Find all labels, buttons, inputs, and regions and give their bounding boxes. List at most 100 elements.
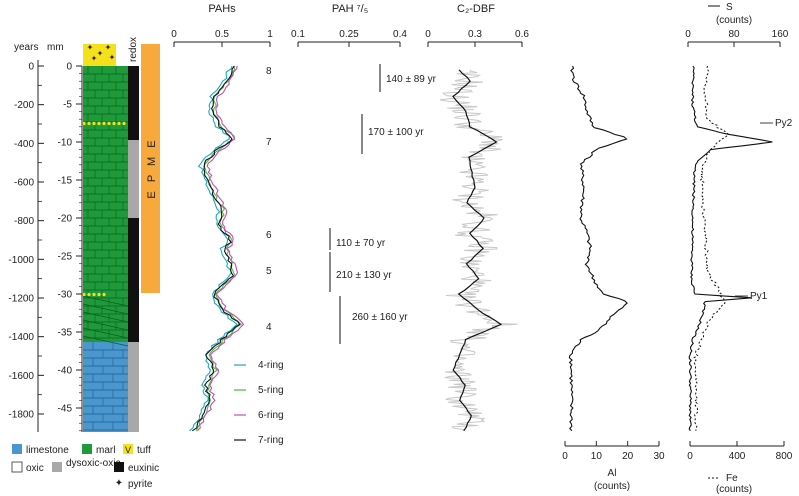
mm-tick-label: -45 xyxy=(58,404,73,415)
tuff-mark: ✦ xyxy=(91,54,98,63)
redox-dysoxic-1 xyxy=(128,140,139,218)
pyrite-grain xyxy=(92,292,96,297)
al-series xyxy=(568,65,628,432)
pyrite-grain xyxy=(117,121,121,126)
peak-label: 6 xyxy=(266,230,272,241)
lithology-legend: limestone marl V tuff oxic dysoxic-oxic … xyxy=(11,444,159,490)
pyrite-grain xyxy=(112,121,116,126)
duration-bars: 140 ± 89 yr 170 ± 100 yr 110 ± 70 yr 210 ± … xyxy=(329,64,437,344)
years-axis: 0 -200 -400 -600 -800 -1000 -1200 -1400 -1600 -18… xyxy=(8,60,44,432)
c2dbf-tick-label: 0 xyxy=(425,29,431,40)
limestone-layer xyxy=(83,342,128,432)
redox-euxinic-2 xyxy=(128,218,139,342)
pyrite-label-py2: Py2 xyxy=(775,118,793,129)
legend-dysoxic-swatch xyxy=(52,462,62,472)
years-tick-label: -1800 xyxy=(8,410,34,421)
al-bottom-axis: 0 10 20 30 xyxy=(562,441,665,462)
al-tick-label: 20 xyxy=(622,451,634,462)
tuff-layer xyxy=(83,44,116,66)
s-fe-series: Py2 Py1 xyxy=(688,65,793,432)
years-tick-label: -1200 xyxy=(8,294,34,305)
pyrite-grain xyxy=(102,292,106,297)
peak-label: 4 xyxy=(266,322,272,333)
years-tick-label: -600 xyxy=(14,178,34,189)
tuff-mark: ✦ xyxy=(109,53,116,62)
s-top-axis: 0 80 160 xyxy=(685,29,789,47)
marl-cross-bed xyxy=(82,335,129,347)
duration-label: 140 ± 89 yr xyxy=(386,74,437,85)
legend-euxinic-swatch xyxy=(114,462,124,472)
c2dbf-axis-title: C₂-DBF xyxy=(457,3,495,15)
redox-column xyxy=(128,66,139,432)
marl-layer xyxy=(83,66,128,342)
mm-tick-label: 0 xyxy=(66,62,72,73)
pahs-tick-label: 0.5 xyxy=(215,29,229,40)
years-tick-label: -200 xyxy=(14,100,34,111)
years-tick-label: -1400 xyxy=(8,332,34,343)
al-tick-label: 30 xyxy=(653,451,665,462)
pah-series-7-ring xyxy=(191,65,241,432)
legend-marl-label: marl xyxy=(96,445,115,456)
mm-tick-label: -35 xyxy=(58,328,73,339)
c2dbf-tick-label: 0.6 xyxy=(515,29,529,40)
mm-tick-label: -40 xyxy=(58,366,73,377)
redox-dysoxic-2 xyxy=(128,342,139,432)
mm-tick-label: -30 xyxy=(58,290,73,301)
mm-tick-label: -5 xyxy=(63,100,72,111)
pah-legend: 4-ring 5-ring 6-ring 7-ring xyxy=(234,360,284,446)
pah-legend-label: 5-ring xyxy=(258,385,284,396)
pah-ratio-axis-title: PAH ⁷/₅ xyxy=(332,3,368,15)
pahs-tick-label: 1 xyxy=(267,29,273,40)
s-tick-label: 80 xyxy=(728,29,740,40)
marl-texture xyxy=(82,66,129,347)
tuff-mark: ✦ xyxy=(97,49,104,58)
redox-axis-label: redox xyxy=(128,37,139,62)
al-axis-title: Al xyxy=(608,468,617,479)
legend-dysoxic-label: dysoxic-oxic xyxy=(66,458,120,469)
marl-cross-bed xyxy=(82,303,129,315)
al-axis-units: (counts) xyxy=(594,481,630,492)
mm-tick-label: -25 xyxy=(58,252,73,263)
legend-euxinic-label: euxinic xyxy=(128,463,159,474)
pyrite-grain xyxy=(122,121,126,126)
duration-label: 210 ± 130 yr xyxy=(336,270,392,281)
legend-oxic-swatch xyxy=(11,461,23,473)
pah-series-6-ring xyxy=(197,65,245,432)
mm-axis-label: mm xyxy=(47,42,64,53)
epme-interval-bar xyxy=(141,44,160,293)
legend-tuff-label: tuff xyxy=(137,445,151,456)
mm-tick-label: -20 xyxy=(58,214,73,225)
legend-limestone-swatch xyxy=(12,444,22,454)
s-axis-title: S xyxy=(726,2,733,13)
peak-label: 5 xyxy=(266,266,272,277)
pah-ratio-tick-label: 0.4 xyxy=(393,29,407,40)
pah-legend-label: 7-ring xyxy=(258,435,284,446)
years-tick-label: 0 xyxy=(28,62,34,73)
duration-label: 170 ± 100 yr xyxy=(368,127,424,138)
mm-tick-label: -10 xyxy=(58,138,73,149)
pyrite-grain xyxy=(92,121,96,126)
pyrite-grain xyxy=(102,121,106,126)
peak-labels: 8 7 6 5 4 xyxy=(266,66,272,333)
epme-label: E P M E xyxy=(146,137,158,198)
legend-pyrite-symbol: ✦ xyxy=(115,478,123,489)
c2dbf-smoothed-series xyxy=(452,69,503,432)
fe-tick-label: 400 xyxy=(729,451,746,462)
marl-cross-bed xyxy=(82,327,129,339)
pyrite-bands: ✦✦✦✦ ✦ xyxy=(82,43,126,297)
mm-tick-label: -15 xyxy=(58,176,73,187)
pah-ratio-tick-label: 0.1 xyxy=(291,29,305,40)
peak-label: 7 xyxy=(266,137,272,148)
marl-cross-bed xyxy=(82,295,129,307)
c2dbf-top-axis: 0 0.3 0.6 xyxy=(425,29,529,47)
legend-tuff-swatch xyxy=(123,444,133,454)
marl-cross-bed xyxy=(82,319,129,331)
legend-limestone-label: limestone xyxy=(26,445,69,456)
pahs-axis-title: PAHs xyxy=(208,3,236,15)
pahs-tick-label: 0 xyxy=(171,29,177,40)
pah-legend-label: 6-ring xyxy=(258,410,284,421)
tuff-mark: ✦ xyxy=(87,43,94,52)
pah-legend-label: 4-ring xyxy=(258,360,284,371)
legend-pyrite-label: pyrite xyxy=(128,479,153,490)
